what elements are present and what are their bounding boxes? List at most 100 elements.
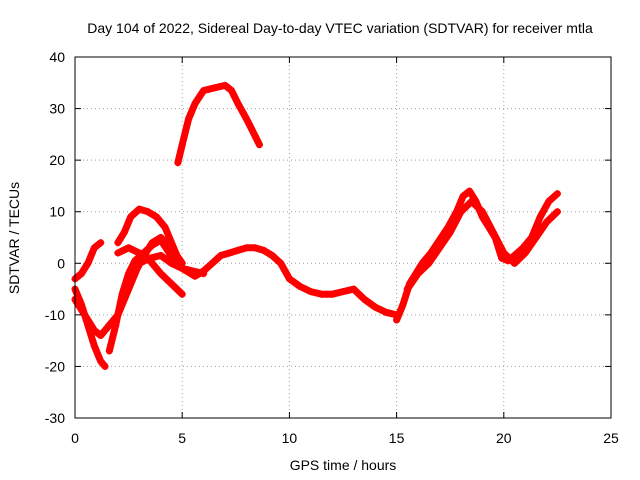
data-point-marker <box>465 187 473 195</box>
data-point-marker <box>120 285 128 293</box>
data-point-marker <box>162 275 170 283</box>
data-point-marker <box>125 218 133 226</box>
data-point-marker <box>92 347 100 355</box>
data-point-marker <box>135 205 143 213</box>
data-point-marker <box>234 99 242 107</box>
data-point-marker <box>217 252 225 260</box>
data-point-marker <box>165 249 173 257</box>
data-point-marker <box>228 87 236 95</box>
data-point-marker <box>127 213 135 221</box>
data-point-marker <box>112 321 120 329</box>
data-point-marker <box>74 301 82 309</box>
data-point-marker <box>399 301 407 309</box>
y-tick-label: 20 <box>49 152 65 168</box>
data-point-marker <box>432 249 440 257</box>
data-point-marker <box>473 203 481 211</box>
data-point-marker <box>117 234 125 241</box>
data-point-marker <box>174 254 182 262</box>
data-point-marker <box>492 234 500 241</box>
data-point-marker <box>173 262 181 270</box>
data-point-marker <box>553 208 561 216</box>
data-point-marker <box>125 270 133 278</box>
x-tick-label: 0 <box>71 430 79 446</box>
data-point-marker <box>86 254 94 262</box>
x-axis-label: GPS time / hours <box>290 457 397 473</box>
data-point-marker <box>296 282 304 290</box>
data-point-marker <box>307 288 315 296</box>
data-point-marker <box>161 223 169 231</box>
data-point-marker <box>114 239 122 247</box>
series-arc-2 <box>71 239 105 283</box>
data-point-marker <box>109 334 117 342</box>
data-point-marker <box>255 141 263 149</box>
data-point-marker <box>152 213 160 221</box>
data-point-marker <box>515 248 523 256</box>
data-point-marker <box>189 105 197 113</box>
data-point-marker <box>135 249 143 257</box>
data-point-marker <box>542 203 550 211</box>
y-tick-label: -10 <box>45 307 65 323</box>
data-point-marker <box>395 311 403 319</box>
data-point-marker <box>148 210 156 218</box>
data-point-marker <box>167 239 175 247</box>
data-point-marker <box>101 362 109 370</box>
data-point-marker <box>393 316 401 324</box>
data-point-marker <box>135 259 143 267</box>
data-point-marker <box>173 285 181 293</box>
data-point-marker <box>183 121 191 129</box>
series-arc-10 <box>403 197 561 293</box>
data-point-marker <box>170 244 178 252</box>
data-point-marker <box>157 236 165 244</box>
data-point-marker <box>553 190 561 198</box>
data-point-marker <box>216 83 224 91</box>
y-tick-label: 40 <box>49 49 65 65</box>
data-point-marker <box>113 315 121 323</box>
data-point-marker <box>344 286 352 294</box>
data-point-marker <box>165 234 173 241</box>
data-point-marker <box>90 342 98 350</box>
data-point-marker <box>197 91 205 99</box>
data-point-marker <box>350 285 358 293</box>
data-point-marker <box>213 255 221 263</box>
data-point-marker <box>114 309 122 317</box>
plot-frame <box>74 56 612 419</box>
data-point-marker <box>146 254 154 262</box>
data-point-marker <box>283 270 291 278</box>
x-tick-label: 15 <box>389 430 405 446</box>
data-point-marker <box>328 290 336 298</box>
data-point-marker <box>162 245 170 253</box>
x-tick-label: 5 <box>178 430 186 446</box>
data-point-marker <box>95 352 103 360</box>
y-tick-label: -30 <box>45 410 65 426</box>
data-point-marker <box>459 192 467 200</box>
data-point-marker <box>243 115 251 123</box>
data-point-marker <box>428 254 436 262</box>
data-point-marker <box>339 288 347 296</box>
data-point-marker <box>532 223 540 231</box>
data-point-marker <box>516 254 524 262</box>
data-point-marker <box>548 213 556 221</box>
data-point-marker <box>371 303 379 311</box>
data-point-marker <box>277 259 285 267</box>
data-point-marker <box>360 295 368 303</box>
data-point-marker <box>251 244 259 252</box>
data-point-marker <box>246 121 254 129</box>
x-tick-label: 25 <box>603 430 619 446</box>
data-point-marker <box>200 87 208 95</box>
data-point-marker <box>511 259 519 267</box>
x-tick-label: 10 <box>282 430 298 446</box>
data-point-marker <box>163 228 171 236</box>
data-point-marker <box>81 311 89 319</box>
data-point-marker <box>81 264 89 272</box>
data-point-marker <box>200 270 208 278</box>
data-point-marker <box>377 306 385 314</box>
data-point-marker <box>419 264 427 272</box>
data-point-marker <box>252 134 260 142</box>
data-point-marker <box>334 289 342 297</box>
data-point-marker <box>116 303 124 311</box>
data-point-marker <box>210 84 218 92</box>
data-point-marker <box>410 275 418 283</box>
data-point-marker <box>545 197 553 205</box>
data-point-marker <box>84 259 92 267</box>
